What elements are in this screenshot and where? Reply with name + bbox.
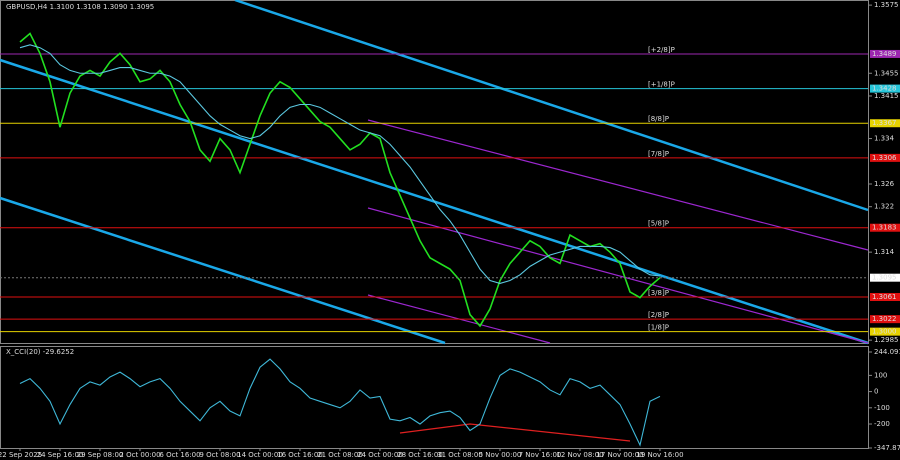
indicator-line — [19, 44, 661, 284]
divergence-line — [399, 423, 631, 442]
x-tick-label: 22 Sep 2025 — [0, 451, 42, 459]
y-tick-label: 1.2985 — [874, 336, 899, 344]
level-label: [+1/8]P — [648, 81, 675, 89]
y-tick-label: -100 — [874, 404, 890, 412]
y-tick-label: 0 — [874, 388, 878, 396]
last-price-label: 1.3095 — [872, 274, 897, 282]
y-tick-label: 1.326 — [874, 180, 895, 188]
x-tick-label: 19 Nov 16:00 — [636, 451, 683, 459]
level-tag — [870, 119, 900, 128]
level-tag-label: 1.3367 — [872, 119, 897, 127]
y-tick-label: -200 — [874, 420, 890, 428]
level-tag — [870, 223, 900, 232]
x-tick-label: 17 Nov 00:00 — [596, 451, 643, 459]
cci-panel — [0, 346, 869, 449]
level-label: [3/8]P — [648, 289, 669, 297]
x-tick-label: 5 Nov 00:00 — [479, 451, 522, 459]
level-label: [+2/8]P — [648, 46, 675, 54]
price-line — [19, 32, 661, 328]
x-tick-label: 31 Oct 08:00 — [437, 451, 483, 459]
level-tag — [870, 327, 900, 336]
x-tick-label: 21 Oct 08:00 — [317, 451, 363, 459]
y-tick-label: 1.3575 — [874, 1, 899, 9]
level-label: [5/8]P — [648, 220, 669, 228]
price-title: GBPUSD,H4 1.3100 1.3108 1.3090 1.3095 — [6, 3, 154, 11]
x-tick-label: 6 Oct 16:00 — [159, 451, 200, 459]
price-panel — [0, 0, 869, 344]
y-tick-label: 244.0912 — [874, 348, 900, 356]
x-tick-label: 28 Oct 16:00 — [397, 451, 443, 459]
level-tag — [870, 153, 900, 162]
level-label: [8/8]P — [648, 115, 669, 123]
x-tick-label: 7 Nov 16:00 — [519, 451, 562, 459]
x-tick-label: 14 Oct 00:00 — [237, 451, 283, 459]
level-tag-label: 1.3489 — [872, 50, 897, 58]
x-tick-label: 9 Oct 08:00 — [199, 451, 240, 459]
x-tick-label: 2 Oct 00:00 — [119, 451, 160, 459]
level-tag-label: 1.3306 — [872, 154, 897, 162]
regression-line — [367, 119, 869, 251]
level-tag-label: 1.3000 — [872, 328, 897, 336]
level-tag — [870, 49, 900, 58]
y-tick-label: 1.3455 — [874, 69, 899, 77]
y-tick-label: -347.874 — [874, 444, 900, 452]
x-tick-label: 16 Oct 16:00 — [277, 451, 323, 459]
level-tag — [870, 293, 900, 302]
level-label: [2/8]P — [648, 311, 669, 319]
level-tag-label: 1.3183 — [872, 224, 897, 232]
level-tag-label: 1.3061 — [872, 293, 897, 301]
indicator-line — [19, 358, 661, 447]
y-tick-label: 1.334 — [874, 135, 895, 143]
level-tag — [870, 84, 900, 93]
x-tick-label: 12 Nov 08:00 — [556, 451, 603, 459]
level-label: [1/8]P — [648, 324, 669, 332]
y-tick-label: 1.3415 — [874, 92, 899, 100]
x-tick-label: 24 Sep 16:00 — [37, 451, 84, 459]
level-tag-label: 1.3022 — [872, 315, 897, 323]
level-tag — [870, 315, 900, 324]
level-tag-label: 1.3428 — [872, 85, 897, 93]
channel-line — [234, 0, 869, 212]
x-tick-label: 29 Sep 08:00 — [77, 451, 124, 459]
regression-line — [367, 207, 869, 344]
y-tick-label: 1.314 — [874, 248, 895, 256]
cci-title: X_CCI(20) -29.6252 — [6, 348, 74, 356]
y-tick-label: 100 — [874, 371, 887, 379]
last-price-tag — [870, 273, 900, 282]
x-tick-label: 24 Oct 00:00 — [357, 451, 403, 459]
y-tick-label: 1.322 — [874, 203, 894, 211]
level-label: [7/8]P — [648, 150, 669, 158]
